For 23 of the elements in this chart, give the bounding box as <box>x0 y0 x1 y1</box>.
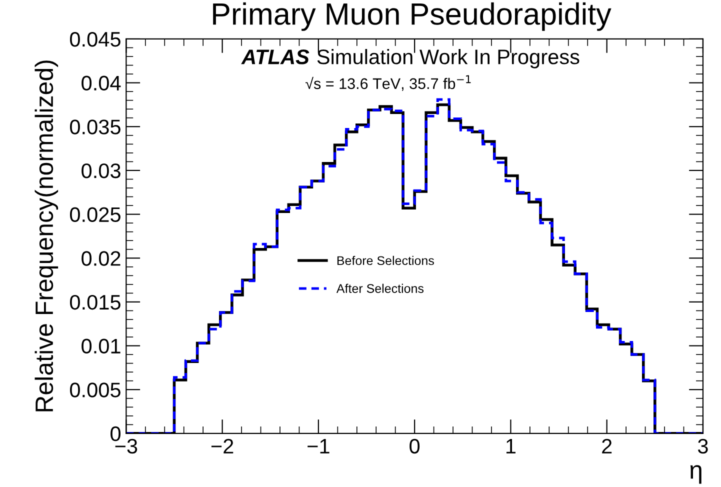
y-tick-label: 0.02 <box>82 251 120 266</box>
y-tick-label: 0.025 <box>70 207 120 222</box>
annotation: √s = 13.6 TeV, 35.7 fb$^{−1}$ <box>306 75 471 91</box>
x-tick-label: −1 <box>308 439 330 454</box>
y-tick-label: 0.045 <box>70 32 120 47</box>
y-tick-label: 0.005 <box>70 382 120 398</box>
x-tick-label: 1 <box>506 439 516 454</box>
chart-title: Primary Muon Pseudorapidity <box>213 2 612 31</box>
x-axis-title: η <box>690 465 702 484</box>
y-tick-label: 0.035 <box>70 120 120 134</box>
y-tick-label: 0.01 <box>82 338 120 354</box>
legend-label: Before Selections <box>337 256 434 266</box>
annotation: ATLAS <box>241 50 310 64</box>
y-tick-label: 0.04 <box>82 76 121 91</box>
x-tick-label: 0 <box>410 438 420 454</box>
y-axis-title: Relative Frequency(normalized) <box>34 60 58 412</box>
legend-label: After Selections <box>336 284 424 293</box>
annotation: Simulation Work In Progress <box>317 48 580 68</box>
x-tick-label: 2 <box>602 438 612 454</box>
x-tick-label: −2 <box>211 438 234 454</box>
y-tick-label: 0.03 <box>82 163 120 178</box>
y-tick-label: 0.015 <box>70 294 120 310</box>
x-tick-label: 3 <box>698 438 708 454</box>
